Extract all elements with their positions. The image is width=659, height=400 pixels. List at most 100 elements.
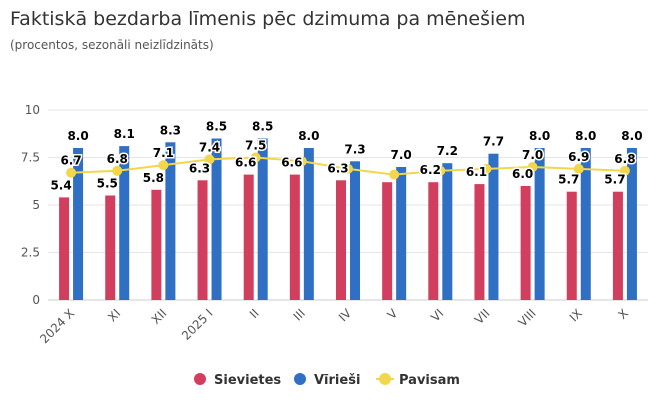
bar-sievietes: [474, 184, 485, 300]
x-tick-label: IV: [336, 306, 355, 325]
bar-sievietes: [105, 195, 116, 300]
data-label: 6.3: [327, 161, 348, 175]
bar-vīrieši: [350, 161, 360, 300]
bar-vīrieši: [442, 163, 453, 300]
x-tick-label: VIII: [516, 306, 539, 329]
bar-sievietes: [566, 191, 577, 300]
data-label: 6.2: [420, 163, 441, 177]
x-tick-label: 2025 I: [179, 306, 216, 343]
point-pavisam: [481, 163, 492, 174]
data-label: 7.3: [344, 142, 365, 156]
data-label: 6.9: [568, 150, 589, 164]
data-label: 7.0: [522, 148, 543, 162]
data-label: 6.3: [189, 161, 210, 175]
bar-sievietes: [243, 174, 254, 300]
bar-vīrieši: [211, 138, 222, 300]
y-tick-label: 7.5: [21, 151, 40, 165]
legend-marker-icon: [194, 373, 206, 385]
bar-vīrieši: [534, 148, 545, 300]
point-pavisam: [619, 165, 630, 176]
x-tick-label: XI: [105, 306, 123, 324]
x-tick-label: 2024 X: [37, 306, 77, 346]
y-tick-label: 0: [32, 293, 40, 307]
data-label: 8.3: [160, 123, 181, 137]
legend-item: Vīrieši: [314, 373, 360, 388]
x-tick-label: VI: [428, 306, 446, 324]
point-pavisam: [158, 160, 169, 171]
data-label: 5.8: [143, 171, 164, 185]
data-label: 8.0: [621, 129, 642, 143]
legend-marker-icon: [294, 373, 306, 385]
x-tick-label: XII: [149, 306, 170, 327]
bar-sievietes: [151, 189, 162, 300]
bar-vīrieši: [396, 167, 407, 300]
bar-vīrieši: [119, 146, 130, 300]
point-pavisam: [250, 152, 261, 163]
bar-sievietes: [289, 174, 300, 300]
x-tick-label: V: [385, 306, 401, 322]
data-label: 8.5: [206, 120, 227, 134]
data-label: 5.7: [604, 173, 625, 187]
bar-vīrieši: [165, 142, 176, 300]
data-label: 7.5: [245, 139, 266, 153]
data-label: 8.0: [298, 129, 319, 143]
y-tick-label: 5: [32, 198, 40, 212]
chart-title: Faktiskā bezdarba līmenis pēc dzimuma pa…: [10, 8, 526, 30]
data-label: 6.1: [466, 165, 487, 179]
bar-vīrieši: [303, 148, 314, 300]
legend-marker-icon: [379, 373, 391, 385]
data-label: 7.0: [391, 148, 412, 162]
x-tick-label: II: [247, 306, 262, 321]
x-tick-label: X: [615, 306, 631, 322]
bar-vīrieši: [488, 153, 499, 300]
x-tick-label: IX: [567, 306, 585, 324]
x-tick-label: III: [291, 306, 308, 323]
bar-sievietes: [382, 182, 393, 300]
data-label: 8.0: [575, 129, 596, 143]
x-tick-label: VII: [472, 306, 493, 327]
point-pavisam: [204, 154, 215, 165]
point-pavisam: [343, 163, 353, 174]
y-tick-label: 2.5: [21, 246, 40, 260]
point-pavisam: [573, 163, 584, 174]
data-label: 6.7: [60, 154, 81, 168]
data-label: 6.0: [512, 167, 533, 181]
point-pavisam: [112, 165, 123, 176]
data-label: 5.7: [558, 173, 579, 187]
data-label: 8.0: [529, 129, 550, 143]
y-tick-label: 10: [25, 103, 40, 117]
data-label: 7.1: [153, 146, 174, 160]
data-label: 6.6: [235, 156, 256, 170]
bar-sievietes: [336, 180, 346, 300]
data-label: 6.8: [614, 152, 635, 166]
bar-vīrieši: [73, 148, 84, 300]
point-pavisam: [435, 165, 446, 176]
data-label: 8.1: [114, 127, 135, 141]
bar-sievietes: [428, 182, 439, 300]
bar-sievietes: [520, 186, 531, 300]
data-label: 7.4: [199, 140, 220, 154]
data-label: 5.5: [97, 177, 118, 191]
bar-vīrieši: [580, 148, 591, 300]
chart-subtitle: (procentos, sezonāli neizlīdzināts): [10, 38, 214, 52]
data-label: 7.7: [483, 135, 504, 149]
point-pavisam: [66, 167, 77, 178]
bar-sievietes: [59, 197, 70, 300]
data-label: 8.5: [252, 120, 273, 134]
bar-vīrieši: [626, 148, 637, 300]
data-label: 5.4: [50, 178, 71, 192]
point-pavisam: [389, 169, 400, 180]
bar-vīrieši: [257, 138, 268, 300]
bar-sievietes: [612, 191, 623, 300]
data-label: 6.6: [281, 156, 302, 170]
point-pavisam: [527, 162, 538, 172]
data-label: 7.2: [437, 144, 458, 158]
legend-item: Pavisam: [399, 373, 460, 388]
legend-item: Sievietes: [214, 373, 281, 388]
data-label: 6.8: [107, 152, 128, 166]
point-pavisam: [296, 156, 307, 167]
bar-sievietes: [197, 180, 208, 300]
data-label: 8.0: [67, 129, 88, 143]
